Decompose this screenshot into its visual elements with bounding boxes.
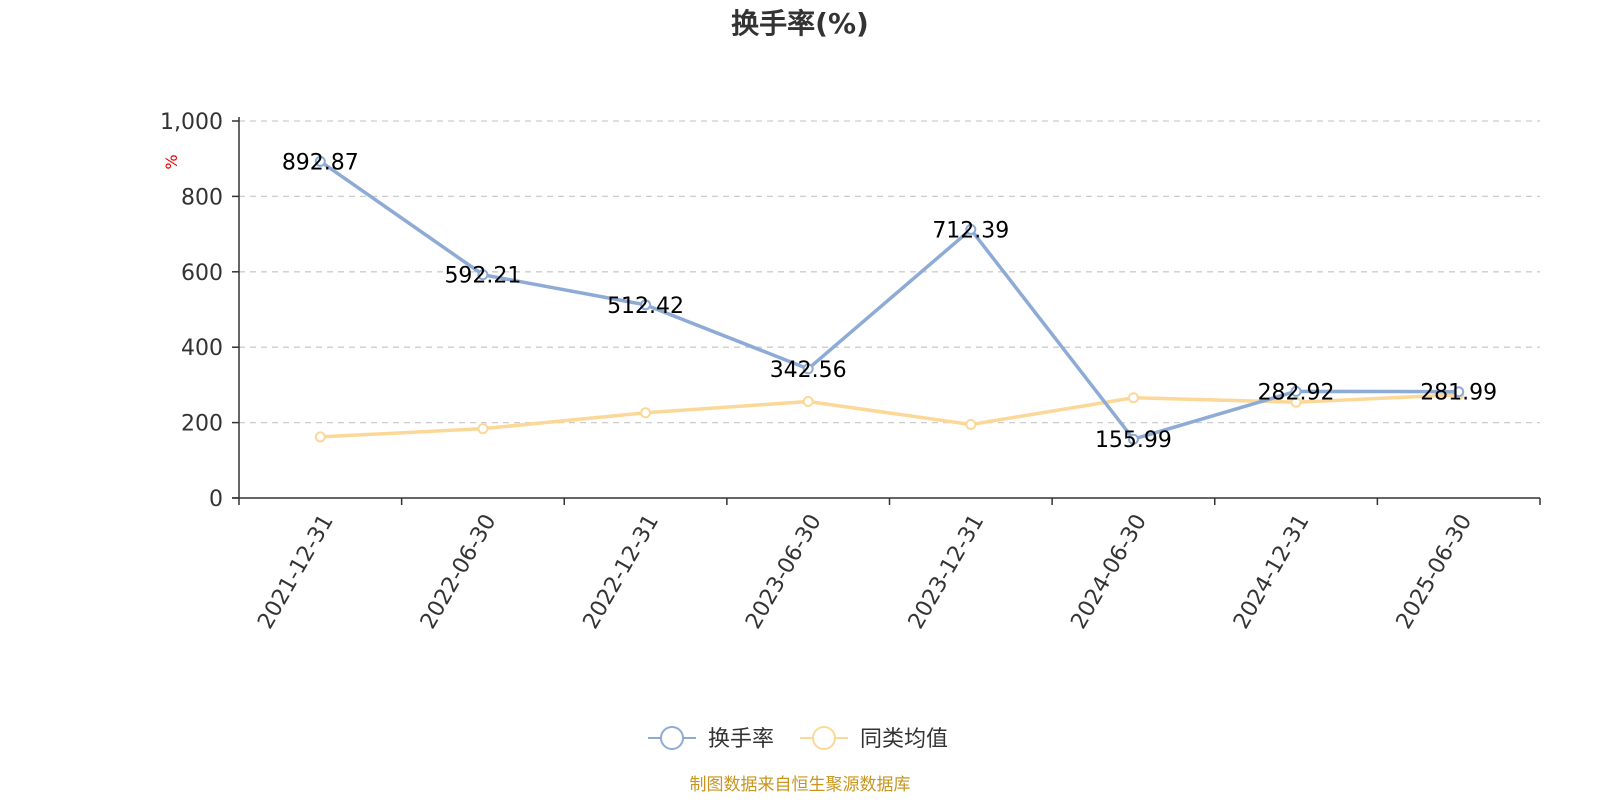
legend-marker-2 [812,726,836,750]
y-axis-unit: % [162,154,181,169]
series-2-point-2 [640,407,652,419]
data-label-2: 512.42 [607,294,684,319]
series-1-point-2 [640,299,652,311]
series-2-point-1 [477,423,489,435]
data-labels: 892.87 592.21 512.42 342.56 712.39 155.99 282.… [282,150,1497,453]
data-label-6: 282.92 [1258,380,1335,405]
series-1-point-0 [314,155,326,167]
series-1 [314,155,1465,445]
x-tick-label-2024-12-31: 2024-12-31 [1229,510,1315,633]
legend-item-2[interactable]: 同类均值 [800,726,948,752]
legend[interactable]: 换手率 同类均值 [648,726,948,752]
series-line-2 [320,392,1459,439]
series-2 [314,389,1465,443]
series-1-point-1 [477,269,489,281]
y-tick-label-1000: 1,000 [160,110,223,135]
y-tick-label-200: 200 [181,412,223,437]
x-tick-label-2022-12-31: 2022-12-31 [579,510,665,633]
x-axis: 2021-12-31 2022-06-30 2022-12-31 2023-06-30… [232,497,1541,633]
series-1-point-3 [802,363,814,375]
series-1-point-4 [965,223,977,235]
data-label-4: 712.39 [932,218,1009,243]
data-label-5: 155.99 [1095,428,1172,453]
y-axis: 0 200 400 600 800 1,000 [160,110,240,512]
series-2-point-3 [802,395,814,407]
legend-item-1[interactable]: 换手率 [648,726,774,752]
series-line-1 [319,159,1459,441]
series-1-point-6 [1290,385,1302,397]
series-1-point-5 [1127,433,1139,445]
x-tick-label-2021-12-31: 2021-12-31 [253,510,339,633]
legend-label-1: 换手率 [708,727,774,752]
data-label-7: 281.99 [1420,381,1497,406]
x-tick-label-2023-12-31: 2023-12-31 [904,510,990,633]
y-tick-label-0: 0 [209,487,223,512]
y-tick-label-800: 800 [181,185,223,210]
legend-label-2: 同类均值 [860,727,948,752]
series-2-point-4 [965,418,977,430]
x-tick-label-2023-06-30: 2023-06-30 [741,510,827,633]
series-2-point-6 [1290,396,1302,408]
chart-title: 换手率(%) [731,7,869,40]
series-group [314,155,1465,445]
data-label-1: 592.21 [444,264,521,289]
y-tick-label-400: 400 [181,336,223,361]
x-tick-label-2022-06-30: 2022-06-30 [416,510,502,633]
series-1-point-7 [1453,386,1465,398]
data-source-note: 制图数据来自恒生聚源数据库 [690,775,911,795]
y-tick-label-600: 600 [181,261,223,286]
x-tick-label-2025-06-30: 2025-06-30 [1392,510,1478,633]
data-label-3: 342.56 [770,358,847,383]
x-tick-label-2024-06-30: 2024-06-30 [1066,510,1152,633]
series-2-point-5 [1127,392,1139,404]
series-2-point-0 [314,431,326,443]
data-label-0: 892.87 [282,150,359,175]
legend-marker-1 [660,726,684,750]
grid-lines [239,120,1540,424]
